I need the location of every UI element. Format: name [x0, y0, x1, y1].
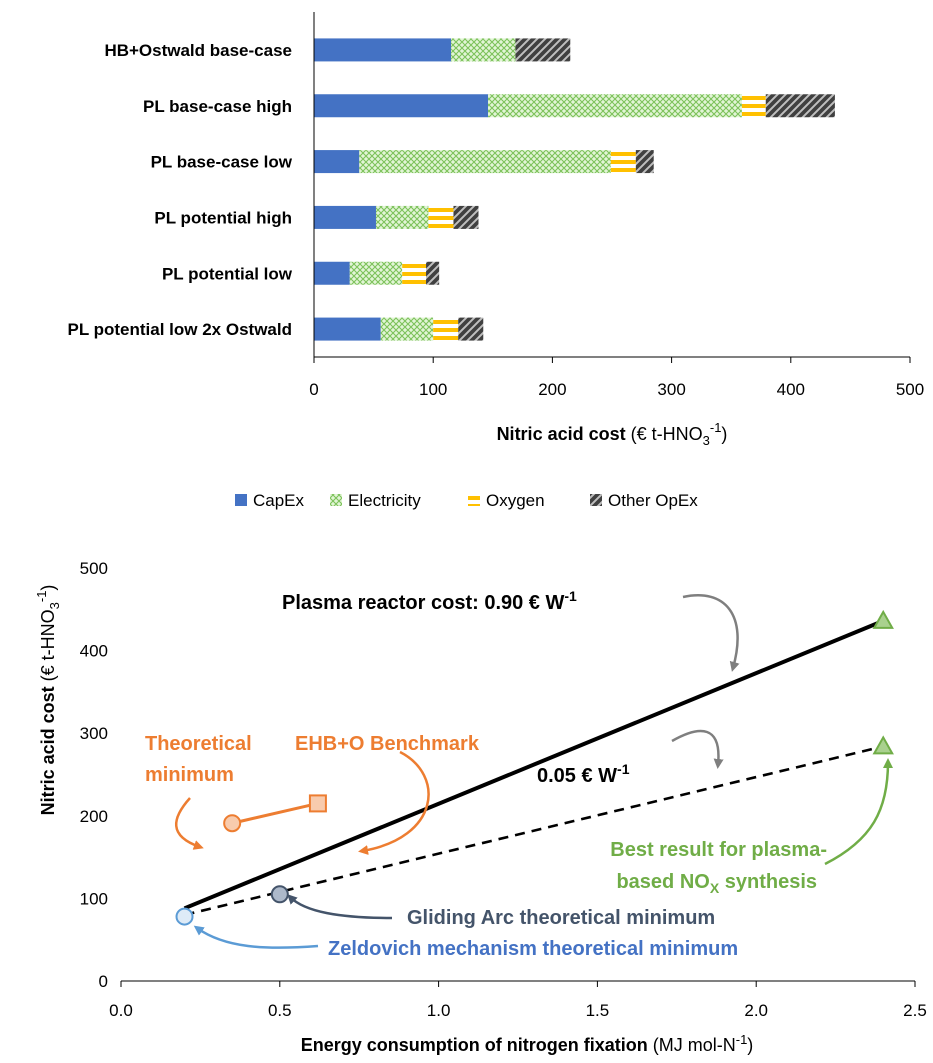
bar-segment-electricity	[349, 261, 403, 285]
annotation-reactor-005: 0.05 € W-1	[537, 761, 630, 787]
category-label: HB+Ostwald base-case	[104, 41, 292, 60]
y-tick-label: 0	[99, 972, 108, 991]
bar-segment-electricity	[488, 94, 742, 118]
arrow-gliding	[287, 894, 393, 920]
series-lines	[183, 619, 885, 917]
bar-segment-capex	[314, 317, 381, 341]
bar-segment-oxygen	[402, 261, 427, 285]
annotation-best-line2: based NOX synthesis	[616, 871, 817, 896]
y-tick-label: 200	[80, 807, 108, 826]
legend-label: Electricity	[348, 491, 421, 510]
legend-label: Oxygen	[486, 491, 545, 510]
line-theoretical-benchmark	[231, 801, 319, 825]
bar-segment-other-opex	[453, 205, 479, 229]
arrow-reactor-005	[671, 729, 724, 769]
x-tick-label: 1.5	[586, 1001, 610, 1020]
point-circle-navy	[270, 885, 289, 904]
x-tick-label: 400	[777, 380, 805, 399]
bar-segment-oxygen	[741, 94, 766, 118]
bar-segment-oxygen	[610, 150, 636, 174]
bar-x-axis-title: Nitric acid cost (€ t-HNO3-1)	[497, 420, 728, 448]
category-label: PL base-case high	[143, 97, 292, 116]
bar-x-ticks: 0 100 200 300 400 500	[309, 357, 924, 399]
x-tick-label: 0	[309, 380, 318, 399]
x-tick-label: 0.5	[268, 1001, 292, 1020]
line-chart: 0.0 0.5 1.0 1.5 2.0 2.5 0 100 200 300 400 500 Ener…	[34, 559, 927, 1055]
bar-segment-capex	[314, 205, 376, 229]
bar-segment-electricity	[380, 317, 434, 341]
legend-swatch	[235, 494, 247, 506]
annotation-theoretical-line1: Theoretical	[145, 733, 252, 755]
line-y-axis-title: Nitric acid cost (€ t-HNO3-1)	[34, 585, 62, 816]
bar-segment-oxygen	[428, 205, 454, 229]
annotation-zeldovich: Zeldovich mechanism theoretical minimum	[328, 938, 738, 960]
annotation-gliding: Gliding Arc theoretical minimum	[407, 907, 715, 929]
legend-label: CapEx	[253, 491, 305, 510]
annotation-best-line1: Best result for plasma-	[610, 839, 827, 861]
legend-label: Other OpEx	[608, 491, 698, 510]
point-triangle-green	[872, 609, 894, 629]
bar-segment-other-opex	[515, 38, 571, 62]
legend: CapEx Electricity Oxygen Other OpEx	[235, 491, 698, 510]
x-tick-label: 1.0	[427, 1001, 451, 1020]
bar-segments	[314, 38, 835, 341]
line-y-ticks: 0 100 200 300 400 500	[80, 559, 108, 991]
x-tick-label: 100	[419, 380, 447, 399]
arrow-best	[824, 758, 893, 866]
x-tick-label: 2.5	[903, 1001, 927, 1020]
x-tick-label: 200	[538, 380, 566, 399]
line-reactor-005	[184, 745, 884, 917]
annotation-benchmark: EHB+O Benchmark	[295, 733, 480, 755]
category-labels: HB+Ostwald base-case PL base-case high PL …	[67, 41, 292, 339]
category-label: PL base-case low	[151, 153, 293, 172]
x-tick-label: 500	[896, 380, 924, 399]
point-square-orange	[308, 794, 327, 813]
legend-swatch	[330, 494, 342, 506]
annotation-theoretical-line2: minimum	[145, 764, 234, 786]
bar-segment-electricity	[451, 38, 516, 62]
bar-segment-other-opex	[458, 317, 484, 341]
annotation-reactor-090: Plasma reactor cost: 0.90 € W-1	[282, 588, 577, 614]
x-tick-label: 2.0	[744, 1001, 768, 1020]
x-tick-label: 300	[657, 380, 685, 399]
y-tick-label: 300	[80, 724, 108, 743]
y-tick-label: 100	[80, 889, 108, 908]
category-label: PL potential low	[162, 264, 293, 283]
data-points	[175, 609, 894, 926]
bar-segment-electricity	[359, 150, 611, 174]
bar-segment-capex	[314, 150, 360, 174]
legend-swatch	[468, 494, 480, 506]
bar-segment-capex	[314, 261, 350, 285]
bar-segment-other-opex	[765, 94, 835, 118]
y-tick-label: 500	[80, 559, 108, 578]
arrow-benchmark	[358, 750, 430, 855]
arrow-zeldovich	[193, 925, 319, 949]
x-tick-label: 0.0	[109, 1001, 133, 1020]
stacked-bar-chart: HB+Ostwald base-case PL base-case high PL …	[67, 12, 924, 510]
bar-segment-capex	[314, 94, 489, 118]
y-tick-label: 400	[80, 642, 108, 661]
bar-segment-other-opex	[426, 261, 440, 285]
point-circle-orange	[223, 814, 242, 833]
bar-segment-capex	[314, 38, 452, 62]
point-triangle-green	[872, 735, 894, 755]
line-x-axis-title: Energy consumption of nitrogen fixation …	[301, 1032, 754, 1055]
category-label: PL potential high	[154, 208, 292, 227]
bar-segment-electricity	[375, 205, 429, 229]
line-x-ticks: 0.0 0.5 1.0 1.5 2.0 2.5	[109, 981, 927, 1020]
arrow-reactor-090	[682, 594, 740, 672]
arrow-theoretical	[174, 797, 204, 850]
point-circle-lightblue	[175, 907, 194, 926]
category-label: PL potential low 2x Ostwald	[67, 320, 292, 339]
bar-segment-oxygen	[433, 317, 459, 341]
legend-swatch	[590, 494, 602, 506]
line-reactor-090	[183, 619, 885, 911]
bar-segment-other-opex	[635, 150, 654, 174]
